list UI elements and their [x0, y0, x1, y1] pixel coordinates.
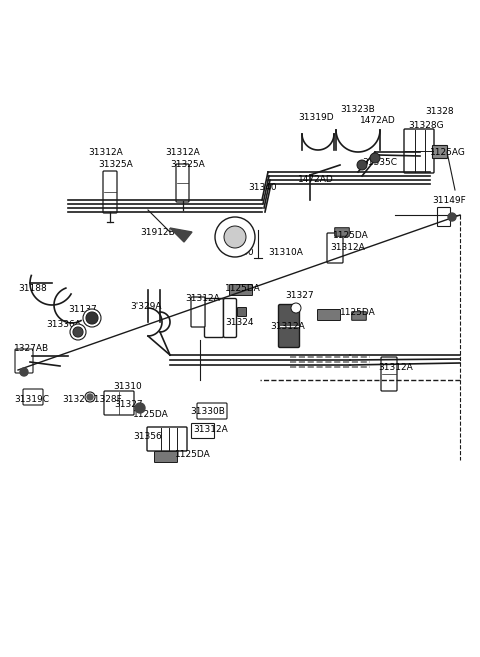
- FancyBboxPatch shape: [23, 389, 43, 405]
- FancyBboxPatch shape: [176, 164, 189, 202]
- Circle shape: [70, 324, 86, 340]
- FancyBboxPatch shape: [103, 171, 117, 213]
- FancyBboxPatch shape: [327, 233, 343, 263]
- Text: 31310: 31310: [113, 382, 142, 391]
- Text: 31312A: 31312A: [88, 148, 123, 157]
- Text: 31312A: 31312A: [193, 425, 228, 434]
- Circle shape: [85, 392, 95, 402]
- Circle shape: [87, 313, 97, 323]
- Text: 31327: 31327: [285, 291, 313, 300]
- Text: 31328G: 31328G: [408, 121, 444, 130]
- Circle shape: [224, 226, 246, 248]
- Text: 1125DA: 1125DA: [133, 410, 169, 419]
- FancyBboxPatch shape: [197, 403, 227, 419]
- Polygon shape: [170, 228, 192, 242]
- FancyBboxPatch shape: [437, 208, 451, 227]
- Text: 31336A: 31336A: [46, 320, 81, 329]
- Text: 31149F: 31149F: [432, 196, 466, 205]
- Text: 31319D: 31319D: [298, 113, 334, 122]
- Circle shape: [86, 312, 98, 324]
- Text: 31137: 31137: [68, 305, 97, 314]
- FancyBboxPatch shape: [404, 129, 434, 173]
- FancyBboxPatch shape: [191, 297, 205, 327]
- FancyBboxPatch shape: [278, 304, 300, 348]
- FancyBboxPatch shape: [352, 311, 366, 321]
- Text: 1327AB: 1327AB: [14, 344, 49, 353]
- Text: 31323B: 31323B: [340, 105, 375, 114]
- Text: 1125DA: 1125DA: [333, 231, 369, 240]
- FancyBboxPatch shape: [317, 309, 340, 321]
- Text: 1472AD: 1472AD: [298, 175, 334, 184]
- Text: 31325A: 31325A: [170, 160, 205, 169]
- Text: 31940: 31940: [225, 248, 253, 257]
- FancyBboxPatch shape: [155, 451, 178, 463]
- Text: 31319C: 31319C: [14, 395, 49, 404]
- Text: 1125DA: 1125DA: [225, 284, 261, 293]
- Text: 31312A: 31312A: [330, 243, 365, 252]
- Circle shape: [74, 328, 82, 336]
- FancyBboxPatch shape: [147, 427, 187, 451]
- Circle shape: [87, 394, 93, 400]
- Text: 31312A: 31312A: [165, 148, 200, 157]
- Text: 31912B: 31912B: [140, 228, 175, 237]
- Circle shape: [83, 309, 101, 327]
- Text: 1472AD: 1472AD: [360, 116, 396, 125]
- Circle shape: [448, 213, 456, 221]
- Text: 31312A: 31312A: [185, 294, 220, 303]
- FancyBboxPatch shape: [432, 145, 447, 158]
- Text: 31188: 31188: [18, 284, 47, 293]
- Circle shape: [215, 217, 255, 257]
- FancyBboxPatch shape: [224, 298, 237, 338]
- Text: 31321F: 31321F: [62, 395, 96, 404]
- Text: 31356: 31356: [133, 432, 162, 441]
- Text: 3'329A: 3'329A: [130, 302, 161, 311]
- Text: 31312A: 31312A: [270, 322, 305, 331]
- FancyBboxPatch shape: [104, 391, 134, 415]
- FancyBboxPatch shape: [238, 307, 247, 317]
- Text: 31328F: 31328F: [88, 395, 122, 404]
- FancyBboxPatch shape: [15, 349, 33, 373]
- Text: 31310A: 31310A: [268, 248, 303, 257]
- Circle shape: [357, 160, 367, 170]
- Circle shape: [291, 303, 301, 313]
- Text: 1125DA: 1125DA: [340, 308, 376, 317]
- FancyBboxPatch shape: [381, 357, 397, 391]
- Text: 31324: 31324: [225, 318, 253, 327]
- Text: 31325A: 31325A: [98, 160, 133, 169]
- Circle shape: [135, 403, 145, 413]
- FancyBboxPatch shape: [335, 228, 349, 237]
- FancyBboxPatch shape: [204, 298, 224, 338]
- Circle shape: [20, 368, 28, 376]
- Text: 1125DA: 1125DA: [175, 450, 211, 459]
- Text: 31330B: 31330B: [190, 407, 225, 416]
- Text: 31340: 31340: [248, 183, 276, 192]
- Text: 31312A: 31312A: [378, 363, 413, 372]
- FancyBboxPatch shape: [229, 284, 252, 296]
- Circle shape: [73, 327, 83, 337]
- FancyBboxPatch shape: [192, 424, 215, 438]
- Circle shape: [370, 153, 380, 163]
- Text: 31335C: 31335C: [362, 158, 397, 167]
- Text: 31327: 31327: [114, 400, 143, 409]
- Text: 1125AG: 1125AG: [430, 148, 466, 157]
- Text: 31328: 31328: [425, 107, 454, 116]
